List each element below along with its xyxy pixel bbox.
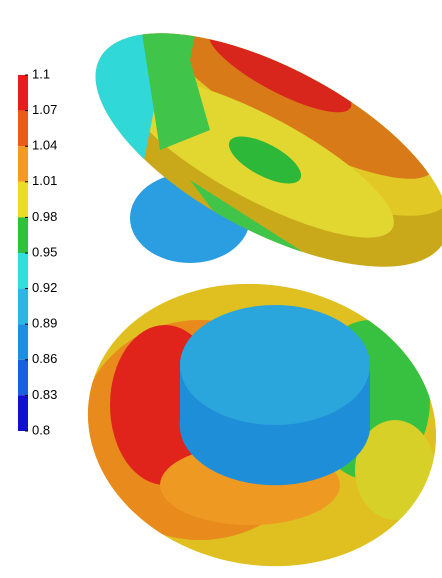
cylinder-top xyxy=(180,305,370,425)
colorbar-segment xyxy=(18,75,28,111)
colorbar: 1.1 1.07 1.04 1.01 0.98 0.95 0.92 0.89 0.86 0.83 0… xyxy=(18,66,57,437)
colorbar-label: 0.83 xyxy=(32,387,57,402)
colorbar-label: 0.95 xyxy=(32,244,57,259)
colorbar-label: 0.8 xyxy=(32,422,50,437)
lower-disc xyxy=(80,280,442,578)
colorbar-label: 0.86 xyxy=(32,351,57,366)
colorbar-label: 1.01 xyxy=(32,173,57,188)
colorbar-segment xyxy=(18,182,28,218)
colorbar-label: 0.92 xyxy=(32,280,57,295)
colorbar-segment xyxy=(18,146,28,182)
figure: 1.1 1.07 1.04 1.01 0.98 0.95 0.92 0.89 0.86 0.83 0… xyxy=(0,0,442,578)
colorbar-segment xyxy=(18,111,28,147)
colorbar-label: 1.04 xyxy=(32,138,57,153)
colorbar-label: 1.1 xyxy=(32,66,50,81)
colorbar-segment xyxy=(18,324,28,360)
colorbar-segment xyxy=(18,360,28,396)
colorbar-segment xyxy=(18,289,28,325)
colorbar-label: 0.98 xyxy=(32,209,57,224)
colorbar-label: 1.07 xyxy=(32,102,57,117)
colorbar-segment xyxy=(18,253,28,289)
colorbar-segment xyxy=(18,217,28,253)
upper-disc xyxy=(60,0,442,320)
colorbar-segment xyxy=(18,395,28,431)
colorbar-label: 0.89 xyxy=(32,316,57,331)
